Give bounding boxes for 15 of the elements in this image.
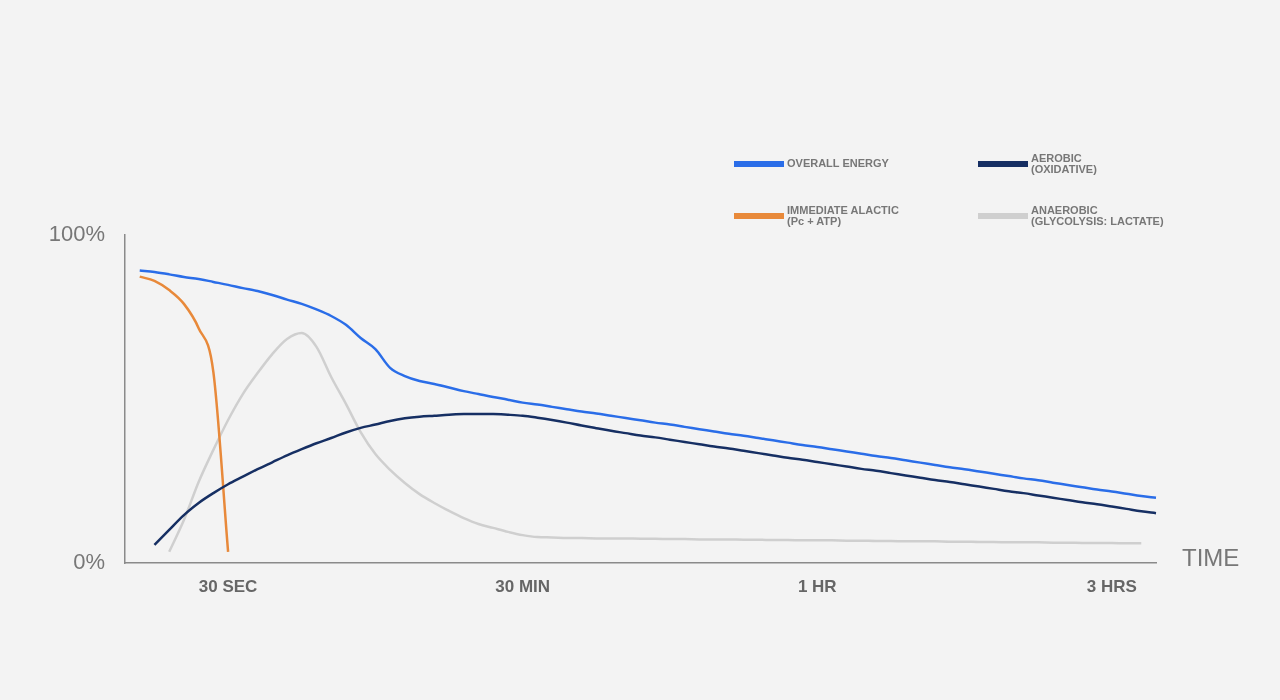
line-series bbox=[138, 275, 230, 554]
x-axis-title: TIME bbox=[1182, 543, 1240, 571]
line-series bbox=[167, 331, 1143, 554]
y-tick-label: 100% bbox=[48, 221, 105, 247]
legend-label: OVERALL ENERGY bbox=[787, 157, 890, 170]
line-series bbox=[138, 269, 1158, 499]
x-tick-label: 3 HRS bbox=[1086, 576, 1137, 596]
legend-label: ANAEROBIC (GLYCOLYSIS: LACTATE) bbox=[1031, 203, 1164, 227]
y-tick-label: 0% bbox=[73, 549, 105, 575]
x-tick-label: 1 HR bbox=[797, 576, 837, 596]
x-tick-label: 30 MIN bbox=[495, 576, 551, 596]
line-series bbox=[153, 412, 1158, 547]
legend-label: IMMEDIATE ALACTIC (Pc + ATP) bbox=[787, 203, 899, 227]
legend-label: AEROBIC (OXIDATIVE) bbox=[1031, 151, 1098, 175]
x-tick-label: 30 SEC bbox=[198, 576, 258, 596]
